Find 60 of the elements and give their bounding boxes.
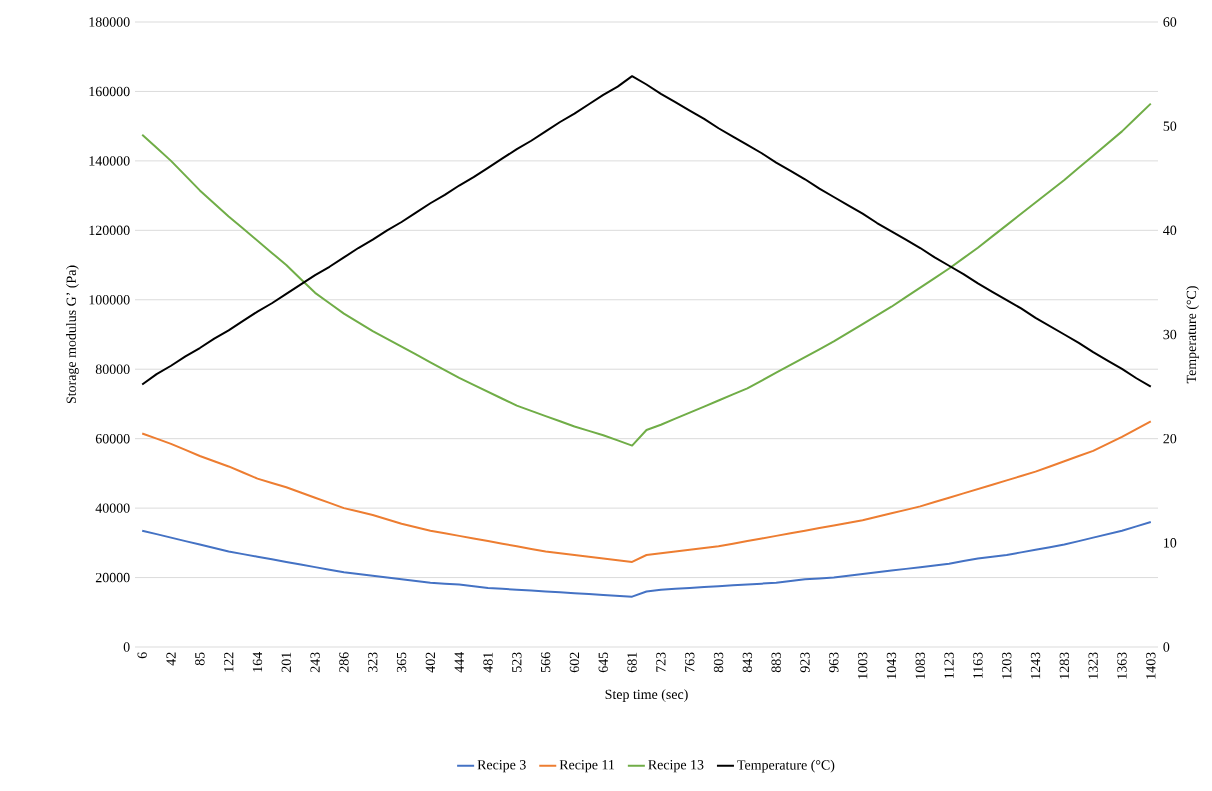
x-tick-label: 843 [742,652,753,673]
y-tick-label: 60000 [95,433,130,444]
y2-tick-label: 50 [1163,121,1177,131]
x-tick-label: 402 [425,652,436,673]
x-tick-label: 602 [569,652,580,673]
y-tick-label: 0 [123,642,130,652]
x-tick-label: 1003 [857,652,868,679]
y2-tick-label: 60 [1163,17,1177,27]
x-tick-label: 763 [685,652,695,672]
y-axis-title: Storage modulus G’ (Pa) [66,265,79,404]
legend-label: Temperature (°C) [737,759,835,773]
y-tick-label: 40000 [95,503,130,513]
x-tick-label: 243 [310,652,320,673]
y2-tick-label: 0 [1163,642,1170,652]
x-tick-label: 444 [454,652,464,673]
x-tick-label: 6 [137,652,147,659]
x-tick-label: 286 [339,652,349,673]
x-tick-label: 85 [195,652,205,666]
y-tick-label: 180000 [89,17,130,27]
x-tick-label: 122 [224,652,234,672]
x-tick-label: 963 [829,652,839,673]
x-tick-label: 1043 [886,652,897,679]
x-tick-label: 723 [656,652,666,672]
x-tick-label: 1083 [915,652,925,679]
x-tick-label: 201 [281,652,291,673]
x-tick-label: 365 [396,652,407,673]
x-tick-label: 645 [598,652,608,673]
x-tick-label: 923 [800,652,810,673]
x-tick-label: 523 [512,652,522,672]
x-tick-label: 323 [368,652,378,673]
y2-tick-label: 20 [1163,433,1177,444]
y2-axis-title: Temperature (°C) [1186,286,1199,384]
x-tick-label: 1283 [1059,652,1070,679]
legend-label: Recipe 13 [648,760,704,773]
y-tick-label: 160000 [89,86,130,97]
x-tick-label: 1243 [1030,652,1041,679]
x-tick-label: 1203 [1002,652,1012,679]
legend-label: Recipe 3 [477,760,526,773]
x-tick-label: 1403 [1146,652,1156,679]
x-tick-label: 566 [540,652,551,672]
y-tick-label: 20000 [95,572,130,583]
y-tick-label: 120000 [89,225,130,236]
y-tick-label: 140000 [89,156,130,166]
x-tick-label: 1123 [944,652,954,679]
x-tick-label: 164 [252,652,263,672]
y2-tick-label: 10 [1164,538,1177,548]
x-tick-label: 1163 [973,652,983,679]
x-tick-label: 42 [166,652,176,666]
y2-tick-label: 40 [1163,225,1177,236]
y2-tick-label: 30 [1163,329,1177,340]
x-axis-title: Step time (sec) [605,689,688,702]
x-tick-label: 803 [713,652,724,673]
x-tick-label: 1323 [1088,652,1098,679]
y-tick-label: 100000 [89,295,130,305]
x-tick-label: 1363 [1117,652,1127,679]
x-tick-label: 481 [483,652,493,673]
y-tick-label: 80000 [95,364,130,374]
x-tick-label: 681 [627,652,637,673]
legend-label: Recipe 11 [559,760,615,773]
x-tick-label: 883 [771,652,781,673]
